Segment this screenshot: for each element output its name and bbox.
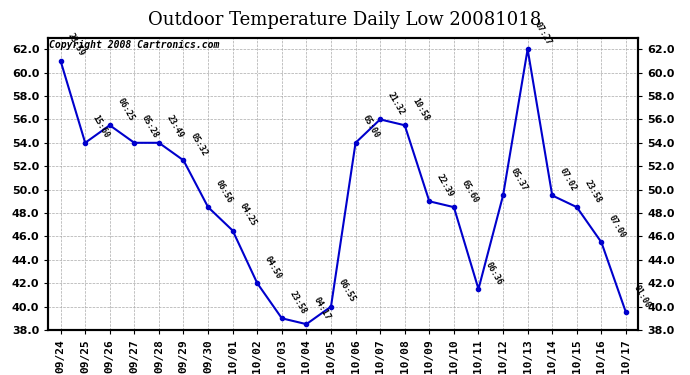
Text: 23:58: 23:58 (582, 178, 602, 204)
Text: 07:00: 07:00 (607, 213, 627, 240)
Text: 15:60: 15:60 (90, 114, 111, 140)
Text: 23:58: 23:58 (287, 290, 308, 315)
Text: 65:60: 65:60 (460, 178, 480, 204)
Text: 65:00: 65:00 (361, 114, 382, 140)
Text: 04:25: 04:25 (238, 202, 259, 228)
Text: 04:17: 04:17 (312, 295, 333, 321)
Text: 06:56: 06:56 (214, 178, 234, 204)
Text: 07:02: 07:02 (558, 166, 578, 193)
Text: 01:00: 01:00 (631, 284, 652, 310)
Text: 05:37: 05:37 (509, 166, 529, 193)
Text: 06:55: 06:55 (337, 278, 357, 304)
Text: 23:59: 23:59 (66, 32, 86, 58)
Text: 04:50: 04:50 (263, 254, 283, 280)
Text: 23:49: 23:49 (164, 114, 185, 140)
Text: 06:25: 06:25 (115, 96, 136, 123)
Text: 05:32: 05:32 (189, 131, 209, 158)
Text: Copyright 2008 Cartronics.com: Copyright 2008 Cartronics.com (50, 40, 220, 51)
Text: 22:39: 22:39 (435, 172, 455, 198)
Text: 10:58: 10:58 (411, 96, 431, 123)
Text: 07:27: 07:27 (533, 20, 553, 46)
Text: 21:32: 21:32 (386, 90, 406, 117)
Text: 06:36: 06:36 (484, 260, 504, 286)
Text: 05:28: 05:28 (140, 114, 160, 140)
Text: Outdoor Temperature Daily Low 20081018: Outdoor Temperature Daily Low 20081018 (148, 11, 542, 29)
